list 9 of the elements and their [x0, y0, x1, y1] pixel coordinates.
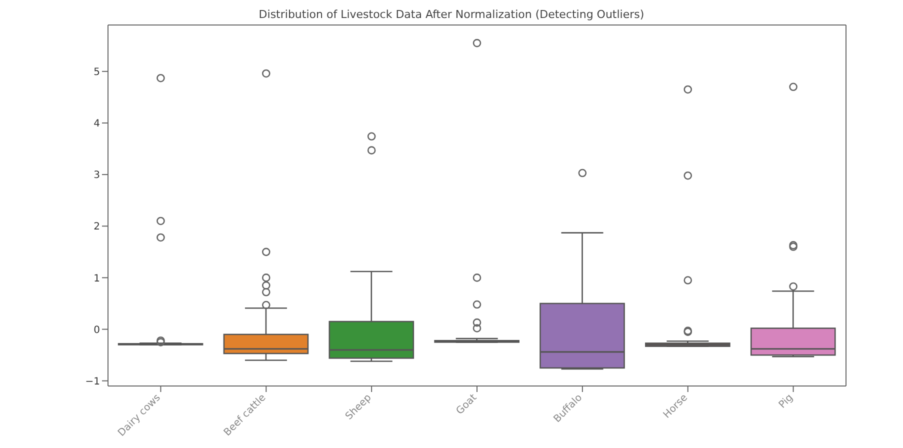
y-tick-label: 0: [94, 324, 100, 336]
y-tick-label: 5: [94, 66, 100, 78]
y-tick-label: −1: [85, 376, 100, 388]
y-tick-label: 1: [94, 273, 100, 284]
y-tick-label: 3: [94, 170, 100, 182]
y-tick-label: 4: [94, 118, 100, 130]
y-tick-label: 2: [94, 222, 100, 233]
chart-title: Distribution of Livestock Data After Normalization (Detecting Outliers): [258, 8, 646, 22]
x-tick-label: Pig: [777, 392, 796, 411]
